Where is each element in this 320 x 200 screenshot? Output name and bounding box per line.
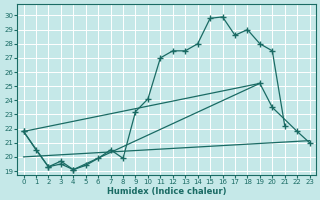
X-axis label: Humidex (Indice chaleur): Humidex (Indice chaleur) bbox=[107, 187, 226, 196]
